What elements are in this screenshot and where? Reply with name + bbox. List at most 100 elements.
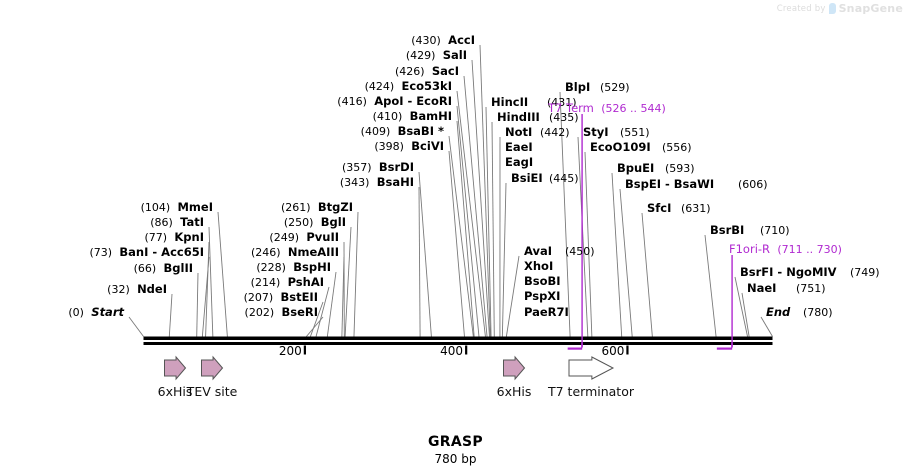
enzyme-name: SalI: [442, 48, 467, 62]
enzyme-label-blpi[interactable]: BlpI: [565, 81, 590, 93]
enzyme-position: (780): [803, 306, 833, 319]
enzyme-label-bsabi-[interactable]: (409) BsaBI *: [361, 125, 444, 138]
enzyme-label-pvuii[interactable]: (249) PvuII: [269, 231, 339, 244]
enzyme-position: (435): [549, 111, 579, 124]
enzyme-label-ndei[interactable]: (32) NdeI: [107, 283, 167, 296]
enzyme-label-bseri[interactable]: (202) BseRI: [245, 306, 318, 319]
enzyme-label-acci[interactable]: (430) AccI: [411, 34, 475, 47]
enzyme-label-btgzi[interactable]: (261) BtgZI: [281, 201, 353, 214]
leader-line: [611, 172, 623, 337]
feature-arrow-label: 6xHis: [496, 384, 532, 399]
enzyme-label-bsrbi[interactable]: BsrBI: [710, 224, 744, 236]
sequence-backbone: [143, 336, 773, 345]
enzyme-name: PvuII: [306, 230, 339, 244]
leader-line: [128, 316, 144, 337]
enzyme-label-mmei[interactable]: (104) MmeI: [141, 201, 213, 214]
enzyme-label-tati[interactable]: (86) TatI: [150, 216, 204, 229]
enzyme-position: (710): [760, 224, 790, 237]
enzyme-name: ApoI - EcoRI: [374, 94, 452, 108]
leader-line: [734, 276, 748, 337]
map-title-block: GRASP 780 bp: [0, 434, 911, 466]
enzyme-label-bcivi[interactable]: (398) BciVI: [374, 140, 444, 153]
enzyme-position: (246): [250, 246, 281, 259]
enzyme-label-bsrfi-ngomiv[interactable]: BsrFI - NgoMIV: [740, 266, 837, 278]
enzyme-label-styi[interactable]: StyI: [583, 126, 609, 138]
enzyme-label-bpuei[interactable]: BpuEI: [617, 162, 654, 174]
purple-feature-bar: [716, 347, 733, 350]
enzyme-label-bsphi[interactable]: (228) BspHI: [256, 261, 331, 274]
enzyme-position: (32): [107, 283, 130, 296]
enzyme-name: Eco53kI: [401, 79, 452, 93]
enzyme-position: (551): [620, 126, 650, 139]
feature-label-t7-term[interactable]: T7 Term (526 .. 544): [548, 102, 666, 115]
enzyme-label-apoi-ecori[interactable]: (416) ApoI - EcoRI: [337, 95, 452, 108]
feature-arrow-6xhis[interactable]: [503, 355, 526, 381]
enzyme-label-end[interactable]: End: [766, 306, 790, 318]
watermark-brand-text: SnapGene: [838, 2, 903, 15]
enzyme-label-bsobi[interactable]: BsoBI: [524, 275, 561, 287]
enzyme-label-hincii[interactable]: HincII: [491, 96, 528, 108]
enzyme-position: (450): [565, 245, 595, 258]
enzyme-label-bsrdi[interactable]: (357) BsrDI: [342, 161, 414, 174]
leader-line: [168, 293, 173, 337]
enzyme-label-ecoo109i[interactable]: EcoO109I: [590, 141, 651, 153]
enzyme-position-wrap: (431): [547, 96, 577, 109]
feature-label-f1ori-r[interactable]: F1ori-R (711 .. 730): [729, 243, 842, 256]
feature-arrow-t7-terminator[interactable]: [568, 356, 615, 380]
enzyme-label-bsahi[interactable]: (343) BsaHI: [340, 176, 414, 189]
leader-line: [577, 136, 589, 337]
enzyme-name: BspHI: [293, 260, 331, 274]
enzyme-label-start[interactable]: (0) Start: [68, 306, 124, 319]
enzyme-label-naei[interactable]: NaeI: [747, 282, 776, 294]
enzyme-name: BsoBI: [524, 274, 561, 288]
enzyme-label-kpni[interactable]: (77) KpnI: [144, 231, 204, 244]
enzyme-name: BglI: [320, 215, 346, 229]
feature-arrow-tev-site[interactable]: [201, 355, 224, 381]
enzyme-label-bani-acc65i[interactable]: (73) BanI - Acc65I: [90, 246, 205, 259]
enzyme-label-noti[interactable]: NotI: [505, 126, 532, 138]
enzyme-label-paer7i[interactable]: PaeR7I: [524, 306, 569, 318]
enzyme-label-bamhi[interactable]: (410) BamHI: [373, 110, 452, 123]
enzyme-label-sali[interactable]: (429) SalI: [406, 49, 467, 62]
enzyme-name: BamHI: [409, 109, 452, 123]
enzyme-label-sfci[interactable]: SfcI: [647, 202, 671, 214]
enzyme-name: PspXI: [524, 289, 561, 303]
enzyme-name: BglII: [163, 261, 194, 275]
enzyme-label-bsiei[interactable]: BsiEI: [511, 172, 543, 184]
enzyme-position: (751): [796, 282, 826, 295]
feature-arrow-6xhis[interactable]: [164, 355, 187, 381]
enzyme-label-eagi[interactable]: EagI: [505, 156, 533, 168]
leader-lines: [128, 44, 773, 337]
enzyme-name: NaeI: [747, 281, 777, 295]
leader-line: [418, 171, 432, 337]
enzyme-label-hindiii[interactable]: HindIII: [497, 111, 540, 123]
enzyme-label-pshai[interactable]: (214) PshAI: [251, 276, 324, 289]
enzyme-label-xhoi[interactable]: XhoI: [524, 260, 553, 272]
purple-feature-leader: [731, 255, 733, 348]
enzyme-position: (66): [133, 262, 157, 275]
enzyme-label-eco53ki[interactable]: (424) Eco53kI: [365, 80, 452, 93]
enzyme-label-saci[interactable]: (426) SacI: [395, 65, 459, 78]
enzyme-position: (214): [250, 276, 281, 289]
enzyme-label-bglii[interactable]: (66) BglII: [134, 262, 193, 275]
leader-line: [456, 105, 480, 337]
leader-line: [584, 151, 593, 337]
enzyme-name: BanI - Acc65I: [119, 245, 204, 259]
enzyme-label-avai[interactable]: AvaI: [524, 245, 552, 257]
enzyme-name: MmeI: [177, 200, 213, 214]
leader-line: [741, 292, 750, 337]
enzyme-label-bspei-bsawi[interactable]: BspEI - BsaWI: [625, 178, 714, 190]
enzyme-name: AvaI: [524, 244, 553, 258]
sequence-length-label: 780 bp: [434, 452, 477, 466]
enzyme-position-wrap: (551): [620, 126, 650, 139]
enzyme-label-bgli[interactable]: (250) BglI: [284, 216, 346, 229]
enzyme-label-pspxi[interactable]: PspXI: [524, 290, 560, 302]
enzyme-name: NotI: [505, 125, 533, 139]
enzyme-label-eaei[interactable]: EaeI: [505, 141, 533, 153]
enzyme-label-bsteii[interactable]: (207) BstEII: [244, 291, 318, 304]
ruler-tick: [303, 345, 306, 355]
enzyme-label-nmeaiii[interactable]: (246) NmeAIII: [251, 246, 339, 259]
enzyme-position: (429): [405, 49, 436, 62]
feature-arrow-label: 6xHis: [157, 384, 193, 399]
